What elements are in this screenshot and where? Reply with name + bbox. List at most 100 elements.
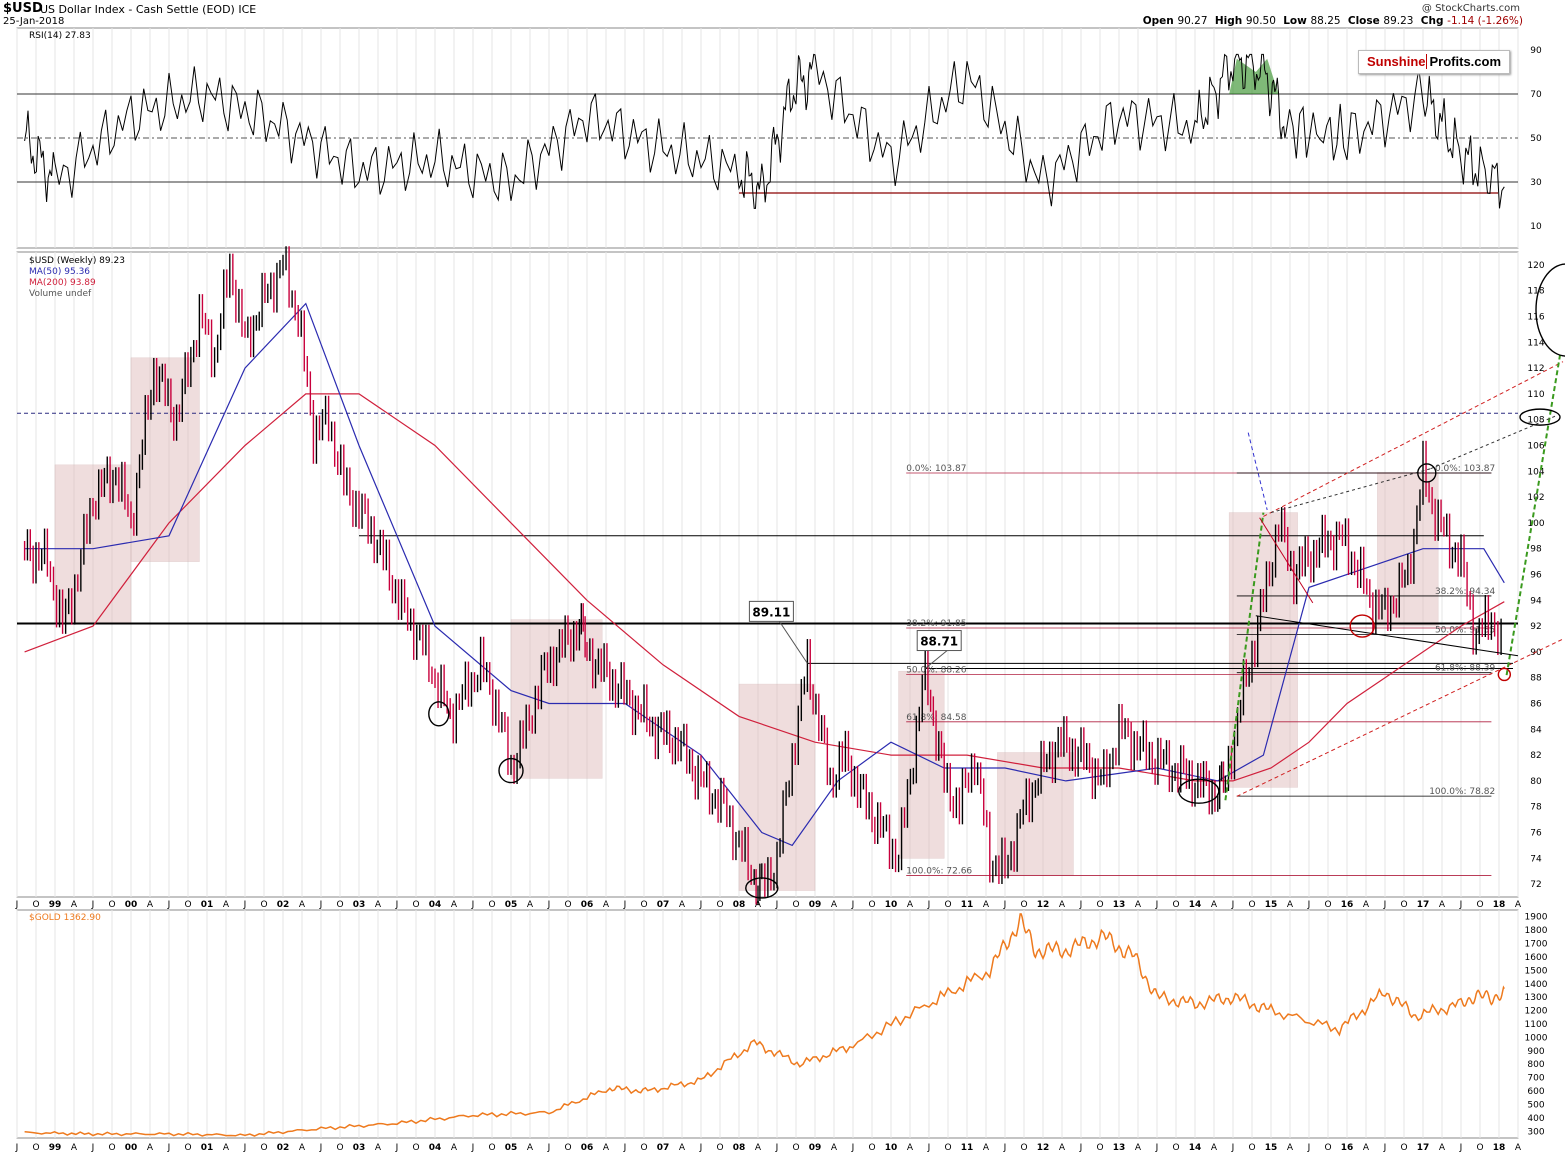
x-tick-label-price: A: [71, 900, 78, 910]
x-tick-label-gold: 04: [429, 1143, 442, 1153]
x-tick-label-price: J: [15, 900, 19, 910]
x-tick-label-gold: O: [184, 1143, 191, 1153]
callout-pointer: [778, 621, 808, 664]
x-tick-label-price: 01: [201, 900, 214, 910]
red-decline-line: [1259, 517, 1314, 604]
x-tick-label-price: O: [716, 900, 723, 910]
x-tick-label-gold: A: [1515, 1143, 1522, 1153]
gold-y-tick: 1200: [1525, 1007, 1548, 1017]
panel-frame-gold: [16, 909, 1519, 1139]
gold-y-tick: 500: [1527, 1100, 1544, 1110]
x-tick-label-price: O: [792, 900, 799, 910]
callout-box: [748, 600, 794, 622]
price-y-tick: 120: [1527, 261, 1544, 271]
x-tick-label-gold: O: [564, 1143, 571, 1153]
price-y-tick: 104: [1527, 467, 1544, 477]
x-tick-label-price: J: [1231, 900, 1235, 910]
x-tick-label-gold: J: [91, 1143, 95, 1153]
logo-part2: Profits.com: [1425, 54, 1502, 69]
logo-part1: Sunshine: [1366, 54, 1426, 69]
x-tick-label-price: 14: [1189, 900, 1202, 910]
x-tick-label-price: A: [147, 900, 154, 910]
x-tick-label-price: J: [243, 900, 247, 910]
high-label: High: [1214, 15, 1243, 27]
x-tick-label-price: O: [260, 900, 267, 910]
x-tick-label-gold: O: [336, 1143, 343, 1153]
x-tick-label-price: J: [1003, 900, 1007, 910]
x-tick-label-gold: A: [1059, 1143, 1066, 1153]
x-tick-label-price: A: [1135, 900, 1142, 910]
gold-y-tick: 300: [1527, 1127, 1544, 1137]
x-tick-label-gold: J: [1307, 1143, 1311, 1153]
x-tick-label-gold: 17: [1417, 1143, 1430, 1153]
x-tick-label-gold: J: [1079, 1143, 1083, 1153]
x-tick-label-price: J: [547, 900, 551, 910]
callout-label: 88.71: [920, 635, 958, 649]
x-tick-label-gold: O: [640, 1143, 647, 1153]
x-tick-label-gold: A: [831, 1143, 838, 1153]
highlight-circle: [1417, 463, 1437, 483]
x-tick-label-gold: O: [1476, 1143, 1483, 1153]
price-y-tick: 84: [1530, 725, 1542, 735]
rsi-y-tick: 70: [1530, 90, 1542, 100]
x-tick-label-price: J: [319, 900, 323, 910]
x-tick-label-price: O: [868, 900, 875, 910]
x-tick-label-gold: A: [907, 1143, 914, 1153]
rsi-y-tick: 50: [1530, 134, 1542, 144]
gold-y-tick: 1500: [1525, 966, 1548, 976]
fib-right-label: 50.0%: 91.35: [1435, 625, 1495, 635]
open-value: 90.27: [1177, 15, 1208, 27]
x-tick-label-price: O: [1400, 900, 1407, 910]
x-tick-label-gold: 13: [1113, 1143, 1126, 1153]
price-y-tick: 106: [1527, 442, 1544, 452]
rsi-y-tick: 90: [1530, 46, 1542, 56]
x-tick-label-price: J: [775, 900, 779, 910]
x-tick-label-gold: A: [299, 1143, 306, 1153]
x-tick-label-gold: A: [451, 1143, 458, 1153]
callout-pointer: [924, 650, 948, 669]
x-tick-label-gold: O: [792, 1143, 799, 1153]
x-tick-label-price: O: [184, 900, 191, 910]
x-tick-label-price: J: [1155, 900, 1159, 910]
callout-label: 89.11: [752, 605, 790, 619]
x-tick-label-price: O: [32, 900, 39, 910]
gold-y-tick: 700: [1527, 1074, 1544, 1084]
x-tick-label-price: A: [983, 900, 990, 910]
green-uptrend-projection: [1505, 355, 1561, 676]
x-tick-label-gold: O: [944, 1143, 951, 1153]
target-ellipse-116: [1535, 263, 1565, 357]
price-y-tick: 88: [1530, 674, 1542, 684]
x-tick-label-gold: J: [243, 1143, 247, 1153]
rsi-legend: RSI(14) 27.83: [29, 31, 91, 41]
x-tick-label-gold: A: [1135, 1143, 1142, 1153]
x-tick-label-gold: J: [1231, 1143, 1235, 1153]
x-tick-label-gold: 99: [49, 1143, 62, 1153]
x-tick-label-gold: O: [1096, 1143, 1103, 1153]
x-tick-label-price: 17: [1417, 900, 1430, 910]
x-tick-label-price: J: [851, 900, 855, 910]
x-tick-label-price: 03: [353, 900, 366, 910]
x-tick-label-price: 18: [1493, 900, 1506, 910]
x-tick-label-price: J: [699, 900, 703, 910]
price-y-tick: 86: [1530, 700, 1542, 710]
x-tick-label-gold: O: [32, 1143, 39, 1153]
chg-label: Chg: [1420, 15, 1444, 27]
x-tick-label-price: 10: [885, 900, 898, 910]
price-y-tick: 98: [1530, 545, 1542, 555]
x-tick-label-gold: A: [1363, 1143, 1370, 1153]
x-tick-label-price: A: [299, 900, 306, 910]
x-tick-label-price: J: [927, 900, 931, 910]
x-tick-label-price: J: [395, 900, 399, 910]
x-tick-label-price: A: [527, 900, 534, 910]
highlight-circle: [1497, 667, 1512, 682]
price-y-tick: 74: [1530, 854, 1542, 864]
x-tick-label-gold: 16: [1341, 1143, 1354, 1153]
x-tick-label-price: 00: [125, 900, 138, 910]
x-tick-label-price: 02: [277, 900, 290, 910]
x-tick-label-price: 12: [1037, 900, 1050, 910]
highlight-circle: [498, 757, 524, 784]
x-tick-label-price: A: [1515, 900, 1522, 910]
gold-y-tick: 1800: [1525, 926, 1548, 936]
x-tick-label-gold: O: [1324, 1143, 1331, 1153]
x-tick-label-price: 11: [961, 900, 974, 910]
